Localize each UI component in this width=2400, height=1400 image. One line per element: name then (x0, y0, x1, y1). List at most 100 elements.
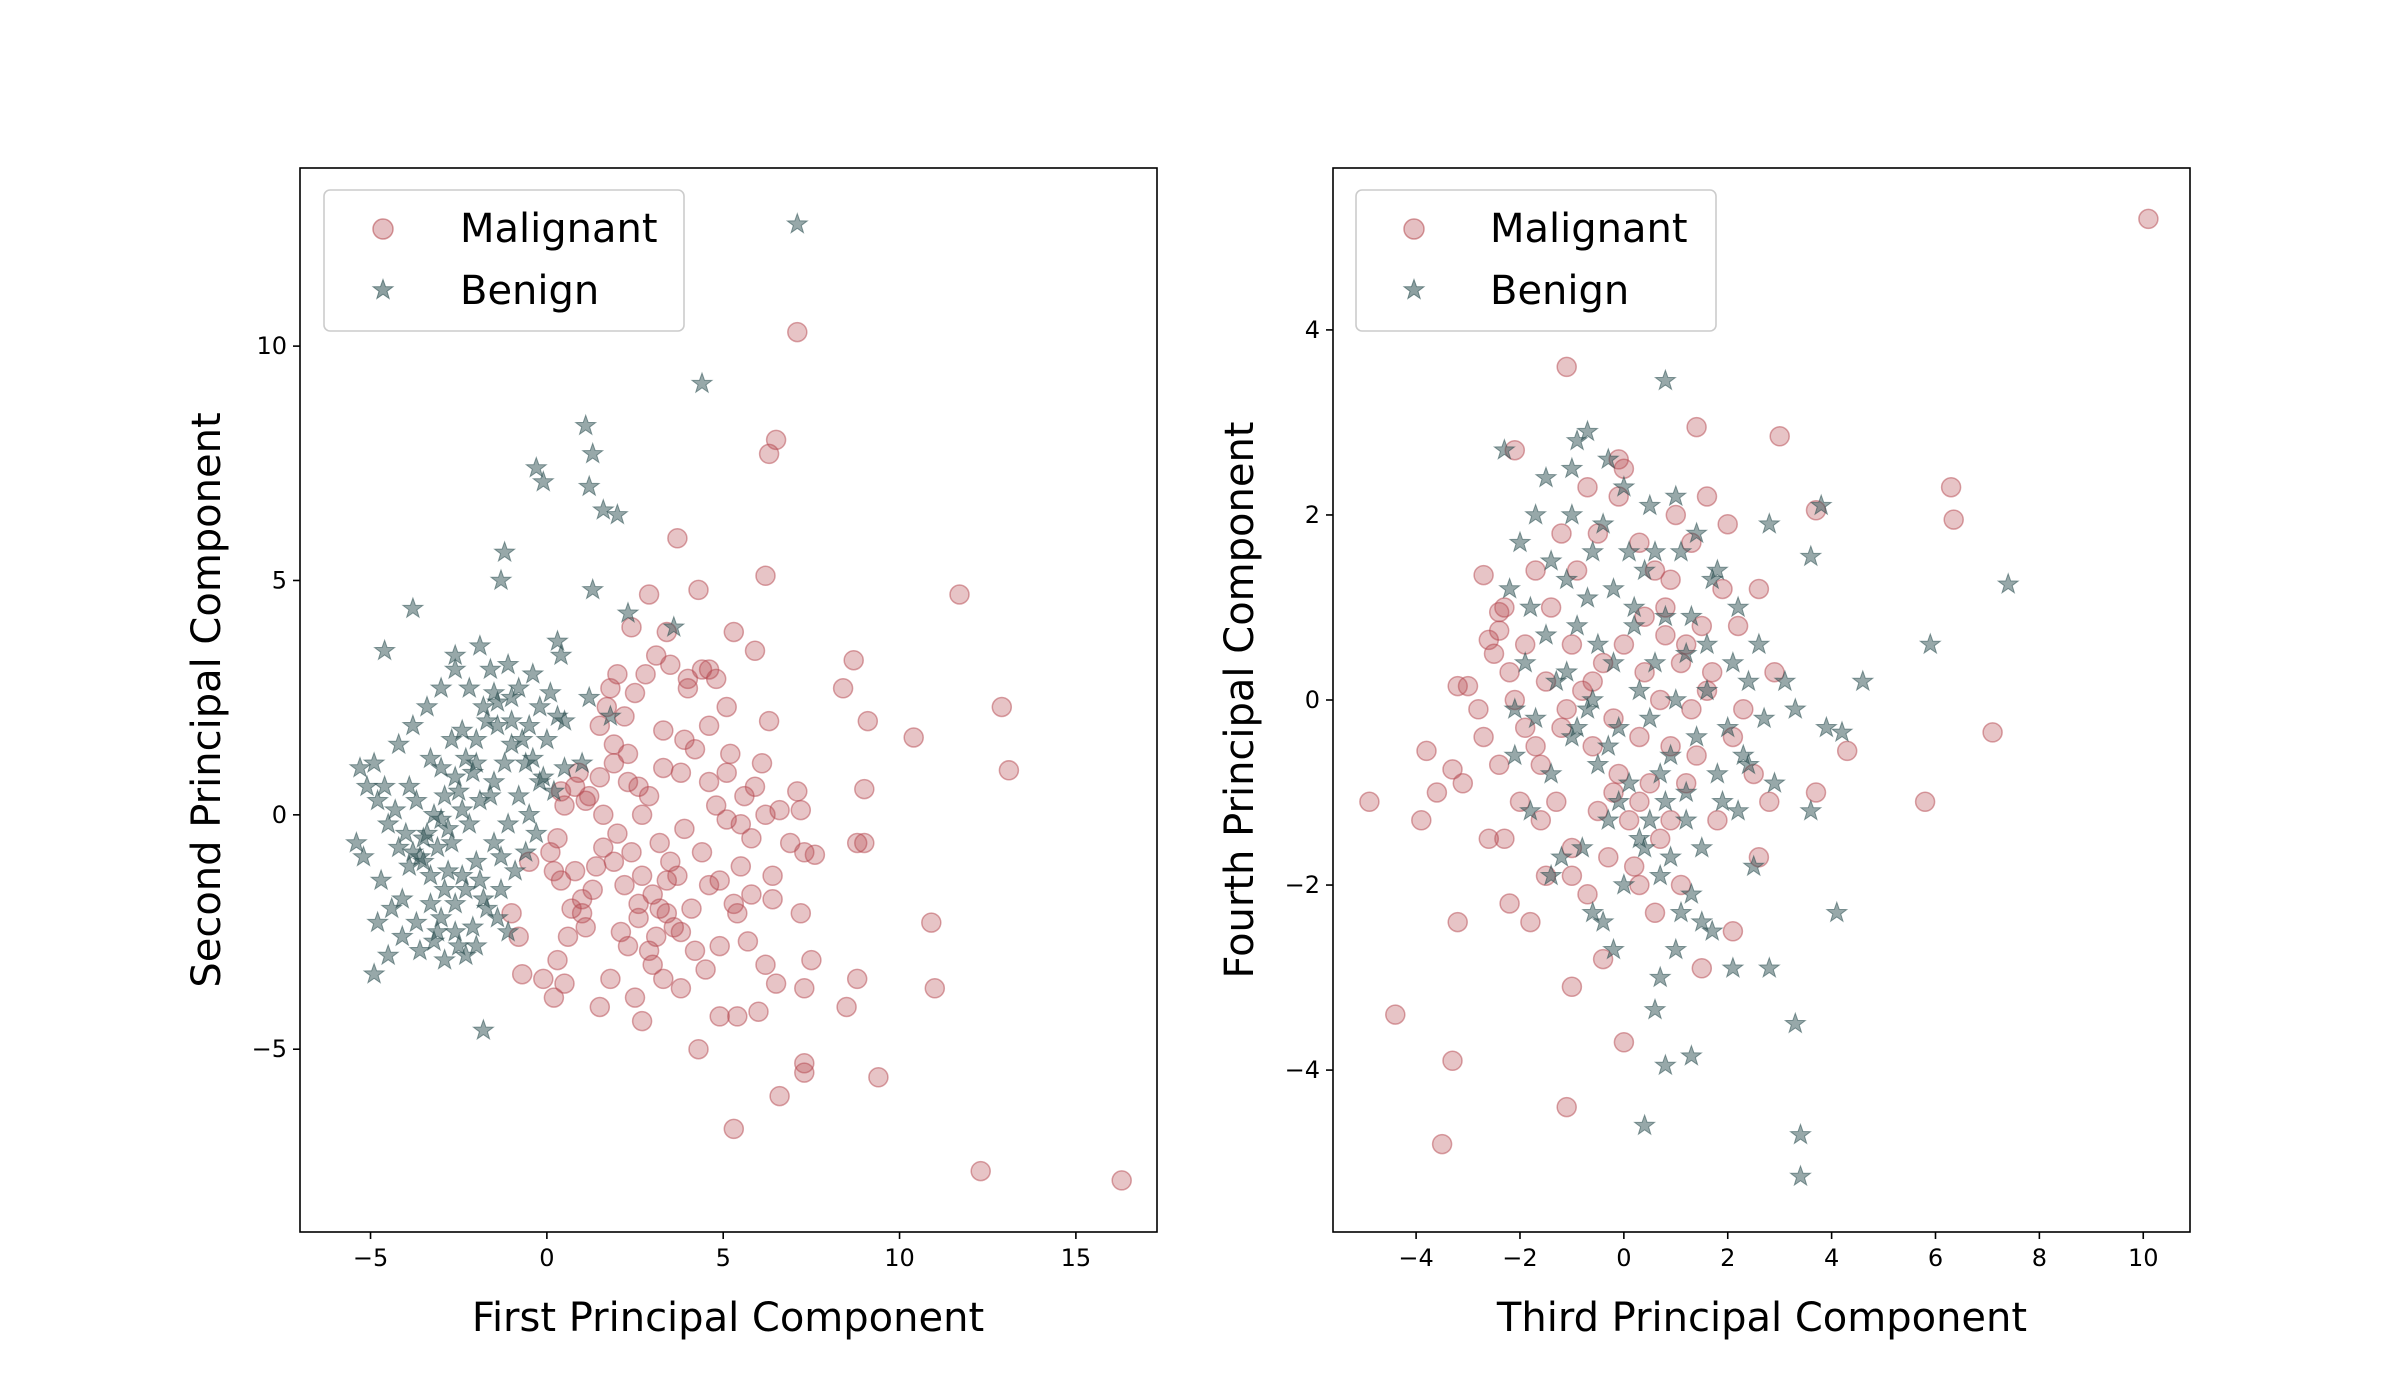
y-axis-label: Fourth Principal Component (1217, 422, 1263, 979)
point-malignant (723, 1118, 745, 1140)
point-malignant (854, 832, 875, 854)
point-malignant (631, 804, 653, 826)
point-malignant (1727, 615, 1749, 637)
point-malignant (765, 973, 787, 994)
y-tick-label: 10 (256, 332, 287, 360)
point-malignant (1943, 509, 1964, 530)
point-malignant (1629, 726, 1650, 748)
point-malignant (610, 921, 632, 943)
point-malignant (1712, 578, 1733, 600)
y-tick-label: 2 (1305, 501, 1320, 529)
point-malignant (653, 720, 674, 741)
point-malignant (1649, 689, 1671, 711)
point-malignant (1561, 634, 1583, 655)
point-malignant (1457, 675, 1479, 697)
point-malignant (670, 978, 692, 999)
point-malignant (1686, 745, 1707, 766)
point-malignant (1494, 828, 1515, 850)
point-malignant (868, 1067, 889, 1088)
point-malignant (1473, 726, 1494, 748)
point-malignant (1447, 911, 1468, 933)
point-malignant (1483, 643, 1505, 664)
point-malignant (779, 832, 801, 854)
point-malignant (1468, 699, 1489, 720)
point-malignant (691, 842, 713, 863)
point-malignant (1561, 976, 1583, 998)
point-malignant (1707, 810, 1728, 831)
y-tick-label: 4 (1305, 316, 1320, 344)
point-malignant (921, 912, 942, 933)
point-malignant (846, 832, 868, 854)
point-malignant (684, 940, 706, 962)
point-malignant (1618, 810, 1640, 831)
point-malignant (1717, 513, 1738, 535)
point-malignant (723, 893, 745, 915)
point-malignant (1644, 902, 1666, 924)
point-malignant (607, 823, 628, 844)
point-malignant (716, 762, 737, 783)
x-tick-label: −5 (353, 1244, 388, 1272)
point-malignant (1805, 782, 1827, 803)
point-malignant (1722, 921, 1744, 942)
point-malignant (1488, 754, 1510, 776)
point-malignant (787, 781, 808, 802)
y-tick-label: 5 (272, 566, 287, 594)
point-malignant (1629, 791, 1650, 813)
point-malignant (638, 584, 660, 605)
point-malignant (617, 771, 639, 793)
y-tick-label: −5 (252, 1035, 287, 1063)
point-malignant (593, 804, 614, 826)
point-malignant (1520, 911, 1541, 933)
point-malignant (1561, 865, 1583, 887)
point-malignant (758, 710, 780, 732)
point-malignant (1556, 699, 1577, 720)
point-malignant (635, 663, 656, 685)
point-malignant (695, 959, 716, 980)
plot-frame (299, 167, 1158, 1233)
point-malignant (998, 760, 1020, 781)
point-malignant (737, 931, 759, 952)
point-malignant (762, 865, 783, 887)
x-tick-label: 0 (1616, 1244, 1631, 1272)
x-tick-label: 5 (716, 1244, 731, 1272)
point-malignant (667, 865, 688, 887)
point-malignant (1598, 847, 1619, 868)
legend-label-benign: Benign (1490, 268, 1629, 314)
x-tick-label: 8 (2032, 1244, 2047, 1272)
point-malignant (730, 856, 752, 877)
legend-label-malignant: Malignant (1490, 206, 1688, 252)
point-malignant (758, 443, 780, 465)
point-malignant (709, 935, 730, 957)
point-malignant (653, 757, 674, 779)
point-malignant (1499, 893, 1520, 914)
point-malignant (755, 565, 776, 587)
point-malignant (1416, 740, 1437, 762)
point-malignant (1613, 1032, 1635, 1053)
point-malignant (744, 776, 766, 797)
point-malignant (1359, 791, 1380, 813)
point-malignant (1577, 476, 1598, 498)
point-malignant (741, 884, 762, 905)
point-malignant (1385, 1004, 1406, 1025)
point-malignant (1660, 810, 1681, 831)
point-malignant (571, 903, 593, 924)
point-malignant (624, 987, 646, 1008)
point-malignant (603, 851, 625, 872)
point-malignant (547, 949, 568, 971)
point-malignant (593, 837, 614, 858)
point-malignant (1686, 416, 1707, 438)
point-malignant (621, 617, 642, 638)
point-malignant (561, 898, 582, 919)
point-malignant (614, 706, 635, 727)
legend-marker-malignant (1403, 218, 1425, 240)
point-malignant (787, 321, 808, 343)
point-malignant (564, 860, 586, 882)
x-tick-label: 0 (539, 1244, 554, 1272)
y-tick-label: 0 (272, 801, 287, 829)
point-malignant (543, 987, 565, 1008)
legend-label-malignant: Malignant (460, 206, 658, 252)
point-malignant (656, 870, 678, 891)
point-malignant (698, 771, 720, 793)
point-malignant (1411, 810, 1432, 831)
